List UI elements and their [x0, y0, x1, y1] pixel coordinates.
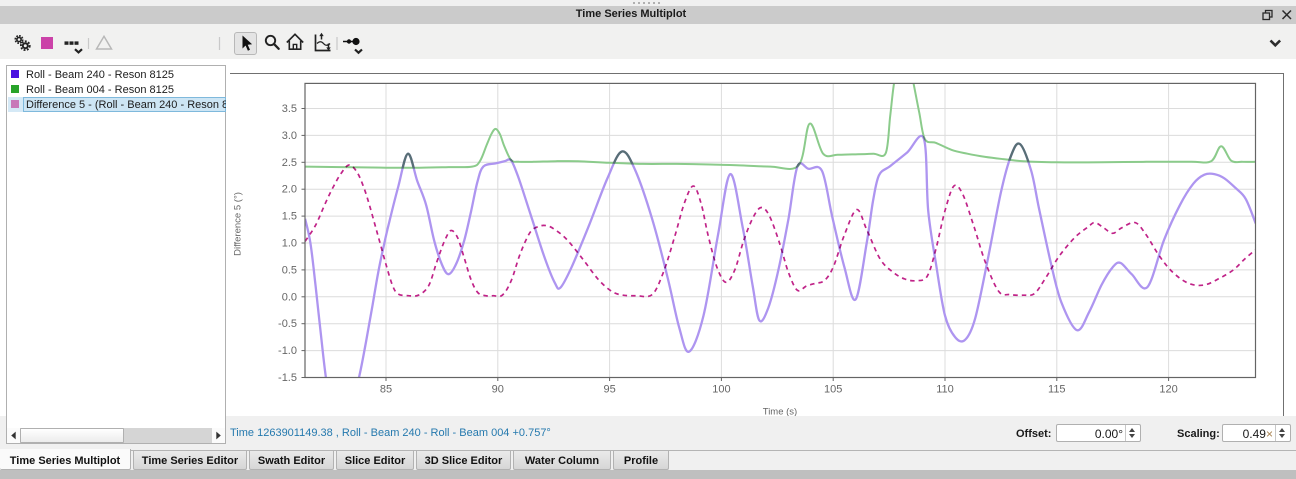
svg-text:110: 110: [936, 384, 954, 396]
svg-text:3.5: 3.5: [282, 103, 297, 115]
svg-text:-1.5: -1.5: [278, 372, 297, 384]
svg-text:100: 100: [712, 384, 730, 396]
svg-text:115: 115: [1048, 384, 1066, 396]
svg-text:1.0: 1.0: [282, 238, 297, 250]
svg-text:3.0: 3.0: [282, 130, 297, 142]
svg-text:85: 85: [380, 384, 392, 396]
svg-text:Time (s): Time (s): [763, 407, 797, 417]
svg-text:-1.0: -1.0: [278, 345, 297, 357]
svg-text:-0.5: -0.5: [278, 318, 297, 330]
svg-text:2.0: 2.0: [282, 184, 297, 196]
svg-text:120: 120: [1159, 384, 1177, 396]
svg-text:105: 105: [824, 384, 842, 396]
svg-text:Difference 5 (°): Difference 5 (°): [233, 192, 244, 256]
svg-text:2.5: 2.5: [282, 157, 297, 169]
svg-text:95: 95: [603, 384, 615, 396]
svg-text:90: 90: [492, 384, 504, 396]
svg-text:1.5: 1.5: [282, 211, 297, 223]
svg-text:0.5: 0.5: [282, 264, 297, 276]
svg-text:0.0: 0.0: [282, 291, 297, 303]
